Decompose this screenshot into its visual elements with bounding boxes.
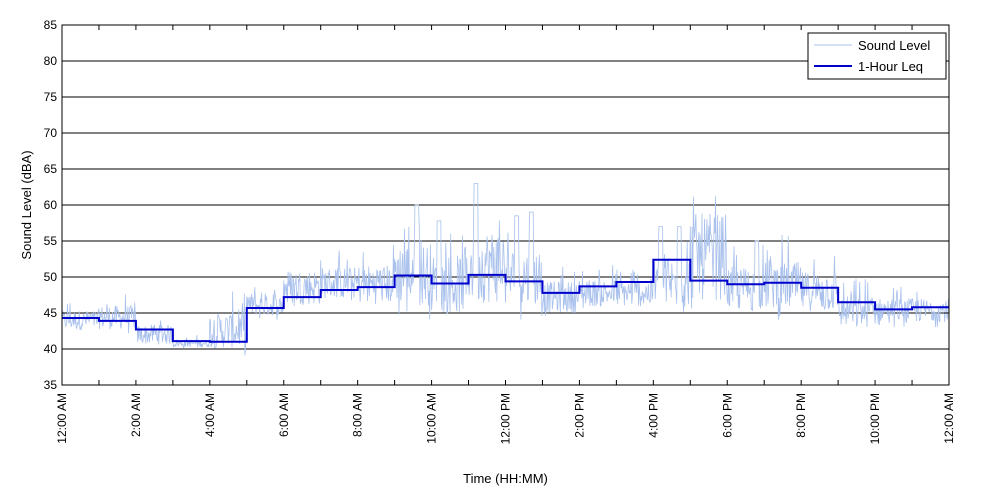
x-tick-label: 10:00 PM: [868, 393, 882, 444]
y-tick-label: 55: [44, 234, 58, 248]
legend: Sound Level 1-Hour Leq: [807, 32, 947, 80]
x-tick-label: 2:00 PM: [572, 393, 586, 438]
y-axis-ticks: 35 40 45 50 55 60 65 70 75 80 85: [44, 18, 949, 392]
y-tick-label: 85: [44, 18, 58, 32]
y-tick-label: 45: [44, 306, 58, 320]
x-axis-ticks: 12:00 AM 2:00 AM 4:00 AM 6:00 AM 8:00 AM 10:0…: [55, 25, 956, 444]
x-tick-label: 8:00 PM: [794, 393, 808, 438]
legend-label-leq: 1-Hour Leq: [858, 59, 923, 74]
y-tick-label: 35: [44, 378, 58, 392]
leq-step-line: [62, 258, 949, 343]
x-tick-label: 10:00 AM: [425, 393, 439, 444]
x-tick-label: 6:00 AM: [277, 393, 291, 437]
x-tick-label: 12:00 AM: [55, 393, 69, 444]
sound-level-line: [61, 182, 950, 356]
legend-label-sound-level: Sound Level: [858, 38, 930, 53]
y-axis-title: Sound Level (dBA): [19, 150, 34, 259]
x-tick-label: 4:00 PM: [646, 393, 660, 438]
x-tick-label: 4:00 AM: [203, 393, 217, 437]
y-tick-label: 65: [44, 162, 58, 176]
y-tick-label: 70: [44, 126, 58, 140]
leq-series: [62, 258, 949, 343]
grid-lines: [62, 60, 949, 350]
y-tick-label: 40: [44, 342, 58, 356]
legend-box: [807, 32, 947, 80]
x-axis-title: Time (HH:MM): [463, 471, 548, 486]
x-tick-label: 12:00 PM: [499, 393, 513, 444]
sound-level-series: [61, 182, 950, 356]
x-tick-label: 6:00 PM: [720, 393, 734, 438]
y-tick-label: 60: [44, 198, 58, 212]
x-tick-label: 2:00 AM: [129, 393, 143, 437]
y-tick-label: 50: [44, 270, 58, 284]
x-tick-label: 8:00 AM: [351, 393, 365, 437]
y-tick-label: 75: [44, 90, 58, 104]
x-tick-label: 12:00 AM: [942, 393, 956, 444]
y-tick-label: 80: [44, 54, 58, 68]
